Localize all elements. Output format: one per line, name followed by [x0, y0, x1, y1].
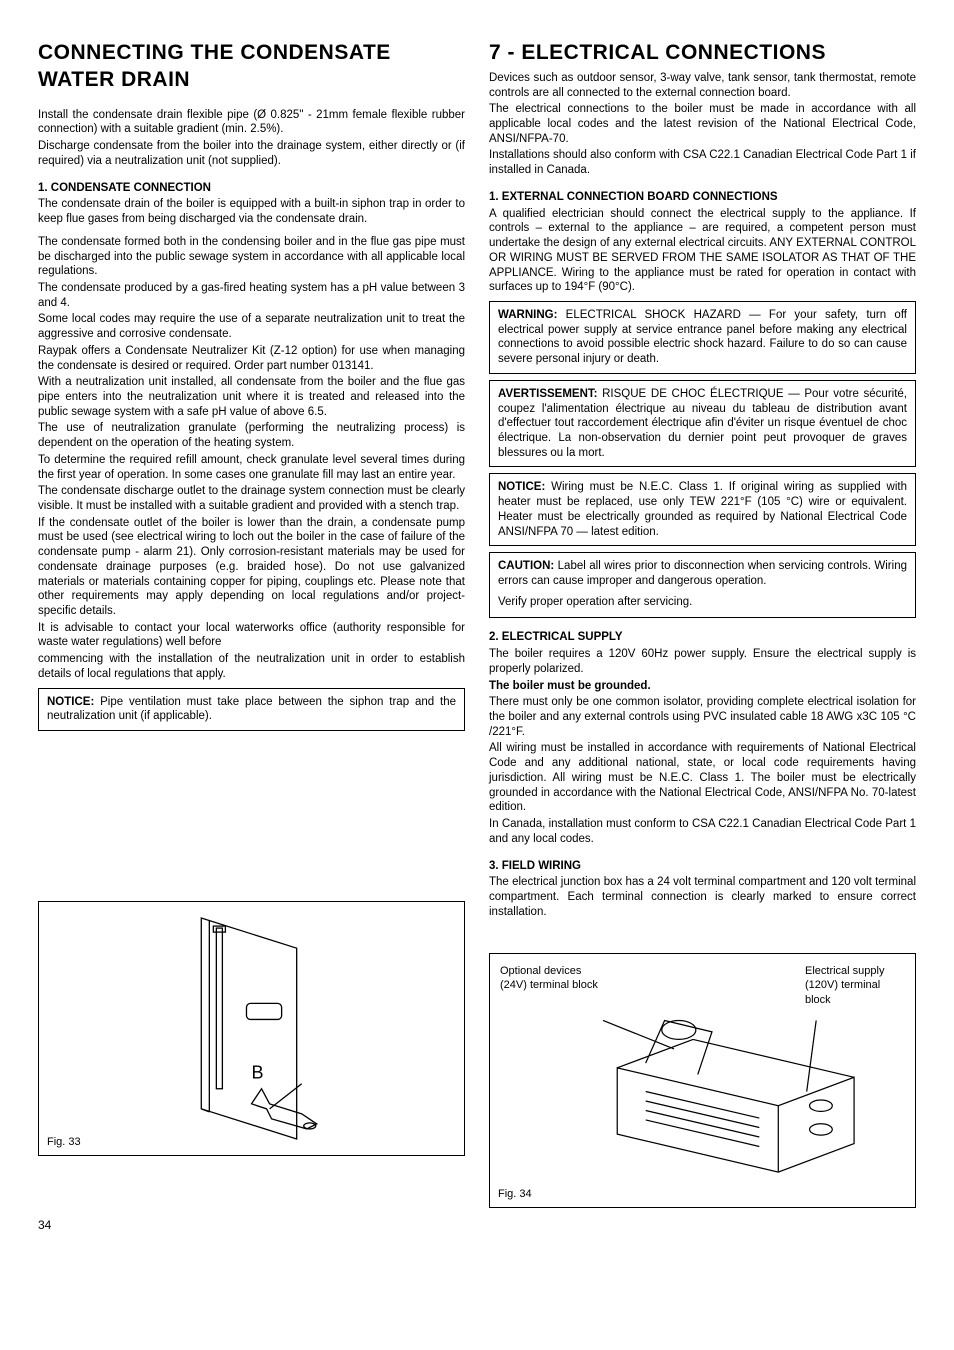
avertissement-label: AVERTISSEMENT:: [498, 388, 597, 400]
body-text: Discharge condensate from the boiler int…: [38, 139, 465, 168]
body-text: The electrical junction box has a 24 vol…: [489, 875, 916, 919]
right-heading: 7 - ELECTRICAL CONNECTIONS: [489, 40, 916, 67]
warning-text: ELECTRICAL SHOCK HAZARD — For your safet…: [498, 309, 907, 365]
body-text: The boiler requires a 120V 60Hz power su…: [489, 647, 916, 676]
body-text: Install the condensate drain flexible pi…: [38, 108, 465, 137]
fig33-caption: Fig. 33: [47, 1135, 81, 1149]
avertissement-box: AVERTISSEMENT: RISQUE DE CHOC ÉLECTRIQUE…: [489, 380, 916, 468]
body-text: The electrical connections to the boiler…: [489, 102, 916, 146]
fig34-caption: Fig. 34: [498, 1187, 532, 1201]
body-text: Installations should also conform with C…: [489, 148, 916, 177]
notice-label: NOTICE:: [47, 696, 94, 708]
caution-label: CAUTION:: [498, 560, 554, 572]
section-heading: 3. FIELD WIRING: [489, 859, 916, 874]
notice-text: Wiring must be N.E.C. Class 1. If origin…: [498, 481, 907, 537]
body-text: The condensate discharge outlet to the d…: [38, 484, 465, 513]
body-text: With a neutralization unit installed, al…: [38, 375, 465, 419]
body-text: All wiring must be installed in accordan…: [489, 741, 916, 815]
body-text: The use of neutralization granulate (per…: [38, 421, 465, 450]
body-text: The condensate produced by a gas-fired h…: [38, 281, 465, 310]
figure-34-drawing: [498, 1011, 907, 1191]
section-heading: 1. CONDENSATE CONNECTION: [38, 181, 465, 196]
notice-text: Pipe ventilation must take place between…: [47, 696, 456, 723]
body-text: Devices such as outdoor sensor, 3-way va…: [489, 71, 916, 100]
left-heading: CONNECTING THE CONDENSATE WATER DRAIN: [38, 40, 465, 94]
notice-box: NOTICE: Pipe ventilation must take place…: [38, 688, 465, 731]
section-heading: 1. EXTERNAL CONNECTION BOARD CONNECTIONS: [489, 190, 916, 205]
body-text: commencing with the installation of the …: [38, 652, 465, 681]
body-text: In Canada, installation must conform to …: [489, 817, 916, 846]
section-heading: 2. ELECTRICAL SUPPLY: [489, 630, 916, 645]
body-text: A qualified electrician should connect t…: [489, 207, 916, 295]
figure-33-drawing: B: [47, 908, 456, 1149]
body-text: It is advisable to contact your local wa…: [38, 621, 465, 650]
body-text: To determine the required refill amount,…: [38, 453, 465, 482]
fig34-labels: Optional devices (24V) terminal block El…: [498, 960, 907, 1010]
warning-label: WARNING:: [498, 309, 557, 321]
caution-text2: Verify proper operation after servicing.: [498, 595, 907, 610]
caution-box: CAUTION: Label all wires prior to discon…: [489, 552, 916, 618]
body-text: The condensate drain of the boiler is eq…: [38, 197, 465, 226]
left-column: CONNECTING THE CONDENSATE WATER DRAIN In…: [38, 40, 465, 1208]
body-text: Raypak offers a Condensate Neutralizer K…: [38, 344, 465, 373]
caution-text: Label all wires prior to disconnection w…: [498, 560, 907, 587]
body-text: Some local codes may require the use of …: [38, 312, 465, 341]
figure-33: B Fig. 33: [38, 901, 465, 1156]
fig34-right-label: Electrical supply (120V) terminal block: [805, 964, 905, 1006]
right-column: 7 - ELECTRICAL CONNECTIONS Devices such …: [489, 40, 916, 1208]
notice-box: NOTICE: Wiring must be N.E.C. Class 1. I…: [489, 473, 916, 546]
notice-label: NOTICE:: [498, 481, 545, 493]
body-text: There must only be one common isolator, …: [489, 695, 916, 739]
figure-34: Optional devices (24V) terminal block El…: [489, 953, 916, 1208]
warning-box: WARNING: ELECTRICAL SHOCK HAZARD — For y…: [489, 301, 916, 374]
body-text: The boiler must be grounded.: [489, 679, 916, 694]
page-number: 34: [38, 1218, 916, 1233]
fig33-label-b: B: [252, 1063, 264, 1083]
body-text: The condensate formed both in the conden…: [38, 235, 465, 279]
fig34-left-label: Optional devices (24V) terminal block: [500, 964, 600, 1006]
body-text: If the condensate outlet of the boiler i…: [38, 516, 465, 619]
